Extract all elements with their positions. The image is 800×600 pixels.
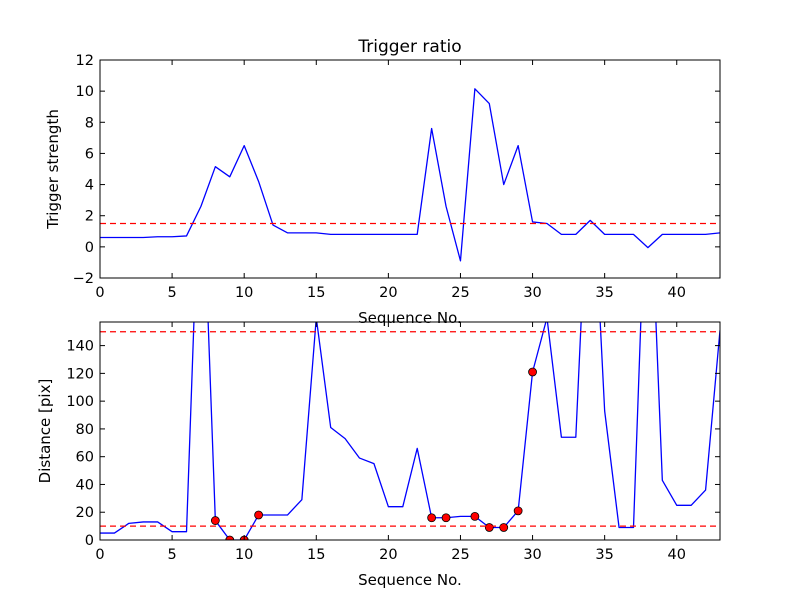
plot-area — [100, 322, 720, 540]
y-tick-label: 60 — [76, 450, 94, 466]
x-tick-label: 10 — [235, 547, 253, 563]
y-tick-label: 8 — [85, 115, 94, 131]
bottom-panel-distance: 0 5 10 15 20 25 30 35 40 0 20 40 60 80 100 120 140 Sequen… — [36, 321, 721, 589]
x-tick-label: 0 — [95, 285, 104, 301]
x-tick-label: 25 — [451, 547, 469, 563]
x-tick-label: 40 — [668, 285, 686, 301]
x-tick-label: 30 — [523, 547, 541, 563]
data-point-marker — [528, 367, 537, 377]
axes-frame — [99, 321, 721, 541]
x-tick-label: 5 — [167, 285, 176, 301]
y-tick-label: 12 — [76, 53, 94, 69]
y-tick-label: 2 — [85, 209, 94, 225]
x-axis-label: Sequence No. — [358, 309, 462, 327]
y-tick-label: 6 — [85, 146, 94, 162]
x-tick-label: 15 — [307, 285, 325, 301]
y-tick-label: −2 — [73, 271, 94, 287]
axes-frame — [99, 59, 721, 279]
y-axis-label: Trigger strength — [44, 109, 62, 230]
y-tick-label: 20 — [76, 505, 94, 521]
y-tick-label: 100 — [66, 394, 94, 410]
y-axis-label: Distance [pix] — [36, 379, 54, 484]
x-tick-label: 5 — [167, 547, 176, 563]
x-tick-label: 40 — [668, 547, 686, 563]
data-point-marker — [513, 506, 523, 516]
y-tick-label: 10 — [76, 84, 94, 100]
series-line — [100, 322, 720, 540]
data-point-marker — [427, 513, 437, 523]
x-tick-label: 30 — [523, 285, 541, 301]
x-tick-label: 20 — [379, 285, 397, 301]
x-tick-label: 0 — [95, 547, 104, 563]
data-point-marker — [484, 523, 494, 532]
y-tick-label: 0 — [85, 240, 94, 256]
data-point-marker — [225, 535, 235, 540]
data-point-marker — [254, 510, 264, 520]
y-tick-label: 0 — [85, 533, 94, 549]
y-tick-label: 4 — [85, 178, 94, 194]
x-tick-label: 20 — [379, 547, 397, 563]
chart-title: Trigger ratio — [357, 37, 461, 57]
data-point-marker — [210, 516, 220, 525]
x-tick-label: 25 — [451, 285, 469, 301]
data-point-marker — [470, 511, 480, 521]
series-line — [100, 88, 720, 262]
y-tick-label: 80 — [76, 422, 94, 438]
data-point-marker — [499, 523, 509, 532]
x-tick-label: 10 — [235, 285, 253, 301]
data-point-marker — [441, 513, 451, 523]
x-tick-label: 15 — [307, 547, 325, 563]
y-tick-label: 40 — [76, 477, 94, 493]
x-tick-label: 35 — [595, 285, 613, 301]
plot-area — [100, 88, 720, 262]
x-axis-label: Sequence No. — [358, 571, 462, 589]
y-tick-label: 140 — [66, 339, 94, 355]
x-tick-label: 35 — [595, 547, 613, 563]
y-tick-label: 120 — [66, 366, 94, 382]
